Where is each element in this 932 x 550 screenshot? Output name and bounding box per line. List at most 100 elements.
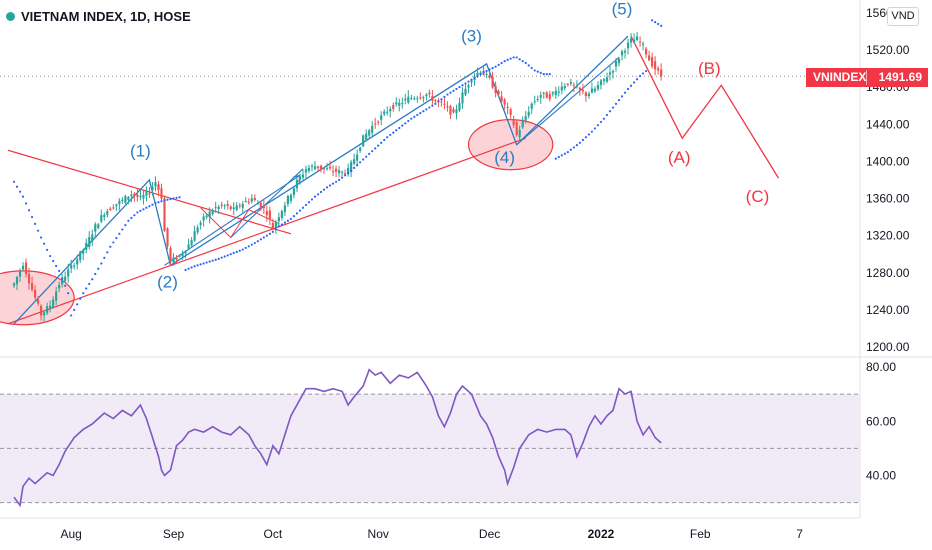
candle-body — [548, 94, 551, 100]
sar-dot — [533, 69, 536, 72]
candle-body — [569, 82, 572, 84]
candle-body — [250, 198, 253, 202]
time-axis[interactable]: Aug Sep Oct Nov Dec 2022 Feb 7 — [61, 527, 804, 541]
sar-dot — [569, 148, 572, 151]
sar-dot — [422, 110, 425, 113]
sar-dot — [76, 303, 79, 306]
sar-dot — [319, 190, 323, 194]
candle-body — [425, 94, 428, 97]
trend-line — [7, 137, 526, 325]
sar-dot — [112, 241, 115, 244]
sar-dot — [440, 98, 443, 101]
candle-body — [169, 248, 172, 261]
price-tick-label: 1280.00 — [866, 266, 910, 280]
sar-dot — [256, 240, 259, 243]
price-tick-label: 1320.00 — [866, 229, 910, 243]
candle-body — [527, 111, 530, 116]
last-price-divider — [866, 70, 867, 85]
candle-body — [199, 222, 202, 226]
currency-button[interactable]: VND — [887, 7, 919, 26]
candle-body — [112, 207, 115, 209]
candle-body — [166, 228, 169, 247]
sar-dot — [398, 126, 401, 130]
candle-body — [497, 91, 500, 95]
sar-dot — [389, 133, 392, 137]
symbol-title[interactable]: VIETNAM INDEX, 1D, HOSE — [6, 9, 191, 24]
sar-dot — [322, 188, 326, 191]
sar-dot — [458, 86, 461, 89]
candle-body — [67, 269, 70, 277]
sar-dot — [205, 261, 208, 264]
sar-dot — [124, 224, 127, 227]
candle-body — [30, 282, 34, 290]
candle-body — [632, 39, 636, 43]
parabolic-sar-series — [12, 19, 663, 317]
candle-body — [422, 97, 425, 99]
candle-body — [413, 98, 416, 100]
candle-body — [97, 224, 100, 229]
candle-body — [76, 259, 79, 265]
sar-dot — [316, 193, 320, 196]
sar-dot — [617, 99, 621, 102]
sar-dot — [139, 209, 142, 212]
candle-body — [271, 222, 274, 230]
candle-body — [211, 211, 214, 214]
sar-dot — [262, 236, 265, 239]
sar-dot — [548, 73, 551, 76]
candle-body — [485, 74, 488, 76]
sar-dot — [512, 56, 515, 59]
sar-dot — [488, 68, 491, 71]
sar-dot — [337, 178, 341, 182]
candle-body — [55, 291, 58, 301]
sar-dot — [39, 236, 43, 239]
candle-body — [21, 265, 25, 270]
candle-body — [359, 147, 362, 151]
sar-dot — [578, 141, 581, 144]
last-price-tag: VNINDEX 1491.69 — [806, 68, 928, 87]
wave-label: (3) — [461, 27, 482, 46]
sar-dot — [416, 113, 419, 117]
sar-dot — [497, 63, 500, 66]
sar-dot — [419, 112, 422, 115]
sar-dot — [380, 141, 383, 144]
sar-dot — [455, 87, 458, 91]
sar-dot — [88, 282, 91, 285]
sar-dot — [331, 182, 335, 185]
sar-dot — [307, 201, 311, 204]
price-tick-label: 1200.00 — [866, 340, 910, 354]
candle-body — [596, 85, 600, 90]
sar-dot — [193, 265, 196, 268]
projection-label: (A) — [668, 148, 691, 167]
sar-dot — [46, 248, 49, 251]
sar-dot — [247, 245, 250, 248]
sar-dot — [506, 58, 509, 62]
sar-dot — [154, 202, 157, 205]
sar-dot — [518, 58, 521, 61]
candle-body — [362, 135, 365, 147]
candle-body — [506, 106, 509, 108]
candle-body — [160, 188, 163, 199]
candle-body — [431, 95, 434, 101]
sar-dot — [130, 216, 133, 220]
sar-dot — [626, 87, 630, 91]
sar-dot — [503, 60, 506, 63]
candle-body — [545, 92, 548, 98]
projection-label: (B) — [698, 59, 721, 78]
candle-body — [356, 154, 359, 161]
sar-dot — [103, 256, 106, 259]
sar-dot — [413, 115, 416, 118]
sar-dot — [24, 202, 28, 205]
candle-body — [208, 211, 211, 218]
sar-dot — [274, 228, 277, 231]
candle-body — [79, 251, 82, 261]
candle-body — [127, 197, 130, 200]
sar-dot — [289, 217, 293, 221]
candle-body — [488, 75, 491, 78]
time-tick-label: Aug — [61, 527, 82, 541]
price-tick-label: 1440.00 — [866, 117, 910, 131]
candle-body — [515, 122, 518, 136]
sar-dot — [115, 237, 118, 240]
sar-dot — [202, 262, 205, 265]
candle-body — [142, 194, 145, 199]
candle-body — [371, 125, 374, 133]
